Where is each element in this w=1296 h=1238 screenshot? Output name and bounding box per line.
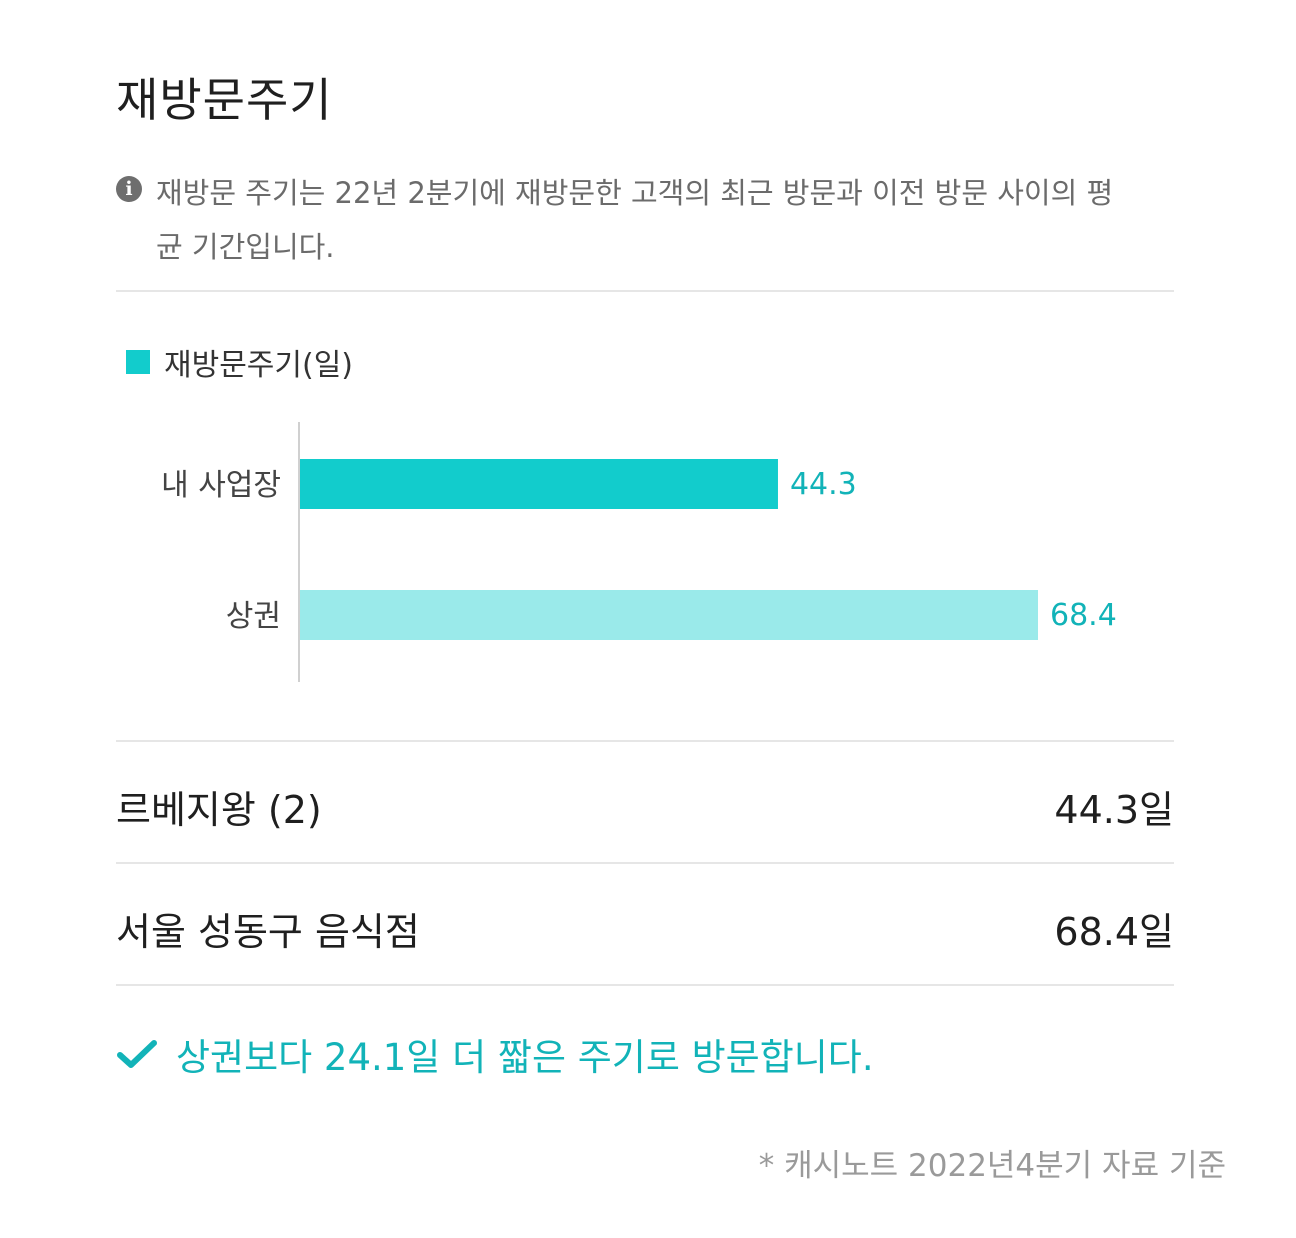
info-note: 재방문 주기는 22년 2분기에 재방문한 고객의 최근 방문과 이전 방문 사… [156,176,1114,264]
category-label: 내 사업장 [161,468,281,503]
divider [116,984,1174,986]
comparison-row-my-business: 르베지왕 (2) 44.3일 [116,766,1174,846]
info-icon: i [116,176,142,202]
footnote: * 캐시노트 2022년4분기 자료 기준 [758,1148,1226,1184]
divider [116,862,1174,864]
comparison-name: 르베지왕 (2) [116,787,322,832]
divider [116,740,1174,742]
bar-chart: 내 사업장 44.3 상권 68.4 [161,422,1117,682]
comparison-value: 68.4일 [1054,909,1174,954]
bar [300,459,778,509]
comparison-value: 44.3일 [1054,787,1174,832]
chart-legend: 재방문주기(일) [126,340,353,384]
comparison-row-area: 서울 성동구 음식점 68.4일 [116,888,1174,968]
category-label: 상권 [226,599,281,634]
comparison-name: 서울 성동구 음식점 [116,909,420,954]
summary-text: 상권보다 24.1일 더 짧은 주기로 방문합니다. [176,1036,874,1079]
data-label: 44.3 [790,467,857,502]
divider [116,290,1174,292]
page-title: 재방문주기 [116,73,333,127]
legend-label: 재방문주기(일) [164,348,354,383]
check-icon [117,1040,157,1068]
data-label: 68.4 [1050,598,1117,633]
legend-swatch [126,350,150,374]
bar [300,590,1038,640]
summary: 상권보다 24.1일 더 짧은 주기로 방문합니다. [116,1024,874,1084]
